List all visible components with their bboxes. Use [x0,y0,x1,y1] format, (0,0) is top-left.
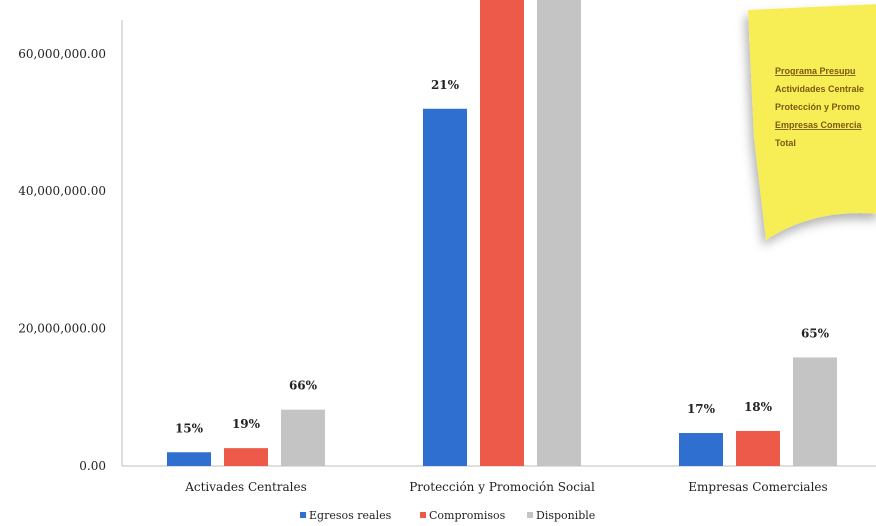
data-label: 66% [289,379,318,393]
x-axis: Activades Centrales Protección y Promoció… [122,465,876,494]
y-tick-label: 0.00 [79,459,106,473]
legend-label: Egresos reales [309,509,392,522]
sticky-note-line: Actividades Centrale [775,84,864,94]
legend-label: Compromisos [429,509,506,522]
data-label: 21% [431,78,460,92]
sticky-note-paper [748,4,876,240]
data-labels: 15%21%17%19%51%18%66%28%65% [175,78,830,436]
data-label: 18% [744,400,773,414]
bar [281,409,325,466]
legend: Egresos reales Compromisos Disponible [300,509,595,522]
bar [793,357,837,466]
data-label: 15% [175,421,204,435]
y-axis: 0.00 20,000,000.00 40,000,000.00 60,000,000… [18,20,123,473]
bar [537,0,581,467]
bar [224,448,268,466]
sticky-note-line: Programa Presupu [775,66,856,76]
category-label: Protección y Promoción Social [409,480,595,494]
legend-swatch [420,512,426,518]
y-tick-label: 40,000,000.00 [18,184,106,198]
legend-label: Disponible [536,509,595,522]
data-label: 19% [232,417,261,431]
legend-swatch [300,512,306,518]
sticky-note-line: Total [775,138,796,148]
bar [423,108,467,466]
bar [679,433,723,466]
y-tick-label: 20,000,000.00 [18,322,106,336]
bars [167,0,837,467]
category-label: Empresas Comerciales [688,480,827,494]
bar [480,0,524,466]
category-label: Activades Centrales [184,480,307,494]
sticky-note-line: Protección y Promo [775,102,861,112]
legend-swatch [527,512,533,518]
data-label: 65% [801,326,830,340]
data-label: 17% [687,402,716,416]
bar [736,430,780,466]
bar [167,452,211,466]
sticky-note-line: Empresas Comercia [775,120,863,130]
y-tick-label: 60,000,000.00 [18,47,106,61]
sticky-note: Programa Presupu Actividades Centrale Prot… [748,4,876,240]
